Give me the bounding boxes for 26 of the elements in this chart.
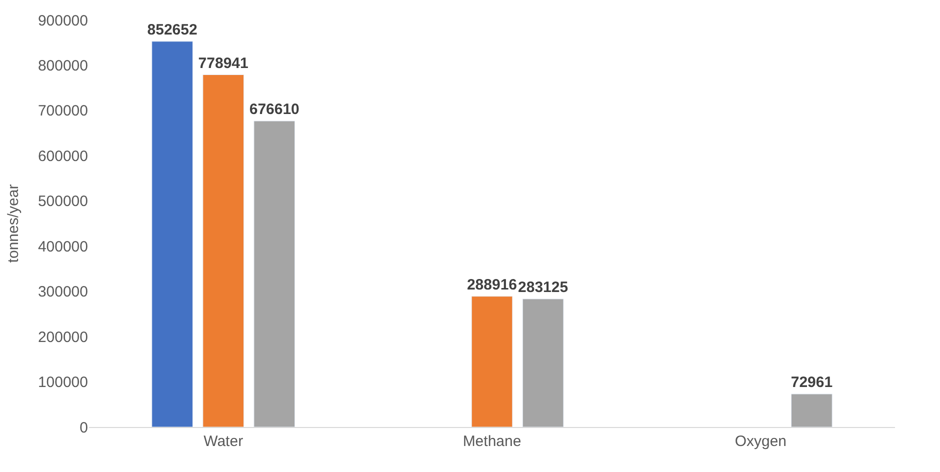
- y-tick-label: 100000: [38, 374, 88, 392]
- y-tick-label: 0: [80, 419, 88, 436]
- bar: [152, 41, 193, 427]
- x-tick-label: Oxygen: [734, 433, 787, 450]
- data-label: 852652: [147, 21, 198, 38]
- x-tick-label: Water: [204, 433, 244, 450]
- bar: [202, 74, 244, 427]
- y-tick-label: 900000: [38, 12, 88, 30]
- y-tick-label: 400000: [38, 238, 88, 256]
- y-tick-label: 700000: [38, 102, 88, 120]
- bar: [471, 296, 513, 427]
- data-label: 72961: [790, 374, 833, 392]
- data-label: 778941: [198, 54, 248, 72]
- bar: [791, 394, 832, 427]
- y-tick-label: 800000: [38, 57, 88, 74]
- bar: [522, 298, 564, 427]
- y-tick-label: 200000: [38, 328, 88, 346]
- y-axis-title: tonnes/year: [5, 184, 22, 263]
- data-label: 288916: [466, 276, 518, 294]
- y-tick-label: 300000: [38, 284, 88, 301]
- data-label: 676610: [249, 101, 300, 118]
- y-tick-label: 500000: [38, 193, 88, 210]
- bar: [254, 120, 296, 427]
- y-tick-label: 600000: [38, 148, 88, 165]
- data-label: 283125: [518, 278, 568, 296]
- x-tick-label: Methane: [462, 433, 522, 450]
